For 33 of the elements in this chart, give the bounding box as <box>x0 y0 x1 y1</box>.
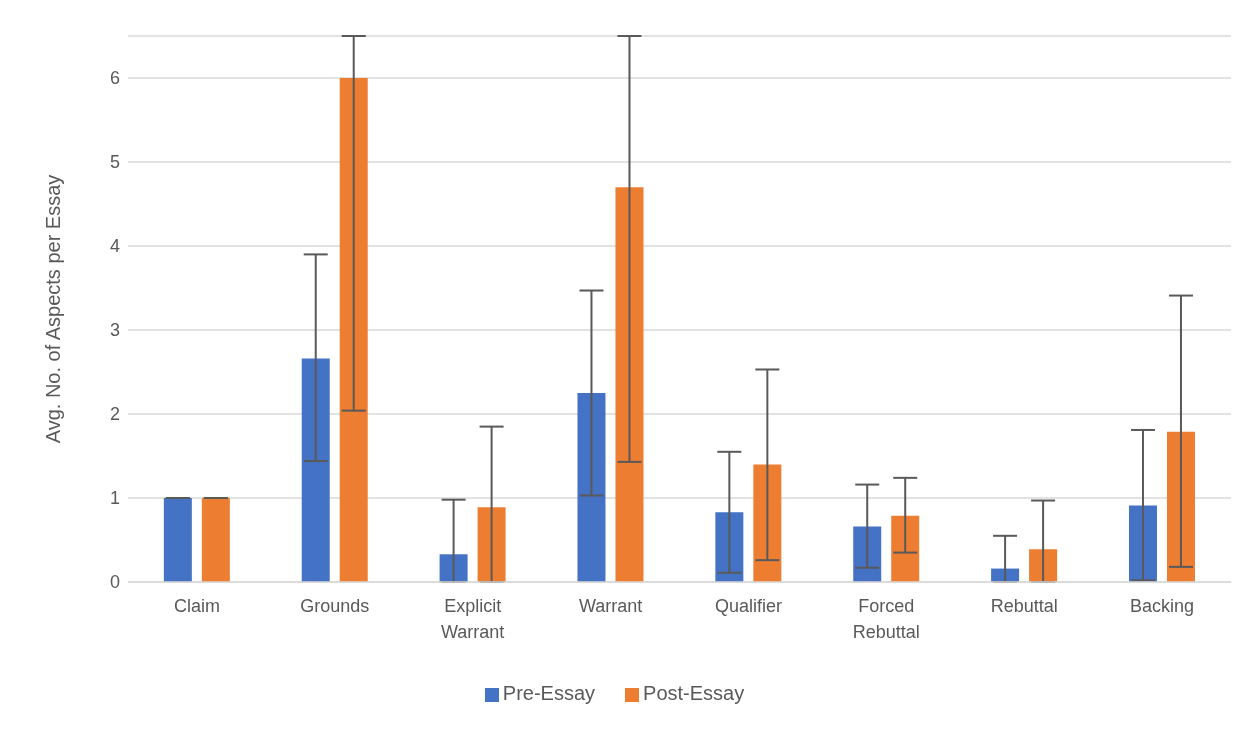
x-tick-label: Grounds <box>300 596 370 617</box>
y-tick-label: 1 <box>109 488 120 509</box>
x-tick-label: Rebuttal <box>990 596 1058 617</box>
bar <box>753 464 782 582</box>
x-tick-label: Claim <box>173 596 220 617</box>
y-tick-label: 3 <box>109 320 120 341</box>
bar <box>1128 505 1157 582</box>
x-tick-label: Qualifier <box>714 596 782 617</box>
legend-label: Post-Essay <box>643 682 745 704</box>
bar <box>1166 431 1195 582</box>
bar <box>577 393 606 582</box>
y-axis-title: Avg. No. of Aspects per Essay <box>42 174 65 444</box>
y-tick-label: 4 <box>109 236 120 257</box>
legend-label: Pre-Essay <box>502 682 596 704</box>
bar <box>615 187 644 582</box>
x-tick-label: Backing <box>1130 596 1195 617</box>
bar <box>439 554 468 582</box>
y-tick-label: 6 <box>109 68 120 89</box>
bar <box>339 78 368 582</box>
bar <box>477 507 506 582</box>
x-tick-label: Forced Rebuttal <box>852 596 920 642</box>
x-tick-label: Warrant <box>578 596 643 617</box>
bar <box>853 526 882 582</box>
bar <box>715 512 744 582</box>
y-tick-label: 5 <box>109 152 120 173</box>
y-tick-label: 0 <box>109 572 120 593</box>
bar <box>201 498 230 582</box>
bar <box>301 358 330 582</box>
y-tick-label: 2 <box>109 404 120 425</box>
x-tick-label: Explicit Warrant <box>441 596 505 642</box>
bar <box>163 498 192 582</box>
bar <box>891 515 920 582</box>
bar <box>1029 549 1058 582</box>
